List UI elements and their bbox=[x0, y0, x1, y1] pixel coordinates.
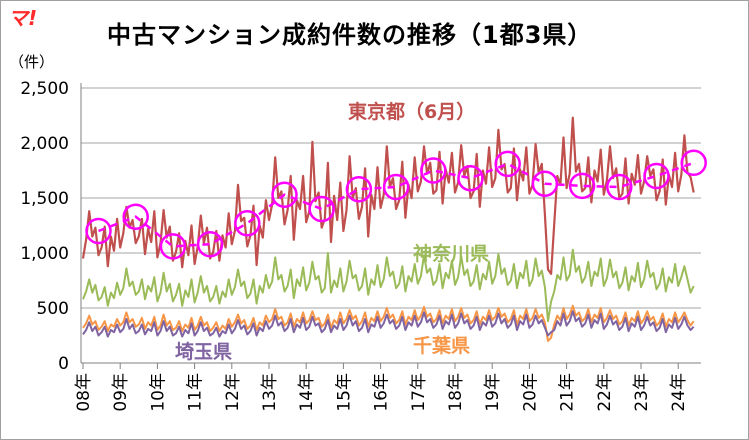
logo-mark: マ! bbox=[8, 6, 38, 30]
y-tick-label: 1,500 bbox=[20, 189, 69, 209]
x-tick-label: 12年 bbox=[223, 373, 243, 412]
label-saitama: 埼玉県 bbox=[175, 341, 233, 363]
x-tick-label: 24年 bbox=[669, 373, 689, 412]
y-axis-unit-label: （件） bbox=[9, 53, 55, 71]
x-tick-label: 08年 bbox=[74, 373, 94, 412]
june-marker bbox=[420, 157, 447, 184]
june-marker bbox=[234, 210, 261, 237]
label-chiba: 千葉県 bbox=[413, 335, 471, 357]
june-marker bbox=[122, 203, 149, 230]
june-marker bbox=[308, 195, 335, 223]
june-marker bbox=[382, 173, 410, 201]
x-tick-label: 16年 bbox=[372, 373, 392, 412]
june-marker bbox=[457, 164, 484, 192]
june-marker bbox=[271, 181, 298, 208]
chart-title: 中古マンション成約件数の推移（1都3県） bbox=[107, 21, 593, 49]
x-tick-label: 11年 bbox=[186, 373, 206, 412]
x-tick-label: 10年 bbox=[148, 373, 168, 412]
june-marker bbox=[345, 175, 373, 203]
june-marker bbox=[85, 217, 112, 245]
label-kanagawa: 神奈川県 bbox=[413, 243, 490, 265]
y-tick-label: 0 bbox=[58, 354, 69, 374]
june-marker bbox=[494, 150, 521, 178]
x-tick-label: 23年 bbox=[632, 373, 652, 412]
y-tick-label: 500 bbox=[37, 299, 69, 319]
june-marker bbox=[643, 162, 670, 190]
label-tokyo: 東京都（6月） bbox=[348, 101, 476, 123]
june-marker bbox=[568, 172, 596, 200]
y-tick-label: 1,000 bbox=[20, 244, 69, 264]
x-tick-label: 20年 bbox=[520, 373, 540, 412]
series-line-2 bbox=[82, 304, 695, 342]
june-marker bbox=[159, 233, 187, 260]
x-tick-label: 09年 bbox=[111, 373, 131, 412]
x-tick-label: 15年 bbox=[334, 373, 354, 412]
june-marker bbox=[196, 230, 224, 258]
series-line-1 bbox=[82, 248, 695, 323]
june-marker bbox=[531, 170, 559, 197]
x-tick-label: 13年 bbox=[260, 373, 280, 412]
june-marker bbox=[680, 149, 707, 177]
series-line-3 bbox=[82, 310, 695, 338]
x-tick-label: 22年 bbox=[595, 373, 615, 412]
x-tick-label: 18年 bbox=[446, 373, 466, 412]
x-tick-label: 21年 bbox=[558, 373, 578, 412]
x-tick-label: 14年 bbox=[297, 373, 317, 412]
y-tick-label: 2,000 bbox=[20, 134, 69, 154]
june-marker bbox=[606, 173, 633, 201]
y-tick-label: 2,500 bbox=[20, 79, 69, 99]
x-tick-label: 19年 bbox=[483, 373, 503, 412]
x-tick-label: 17年 bbox=[409, 373, 429, 412]
